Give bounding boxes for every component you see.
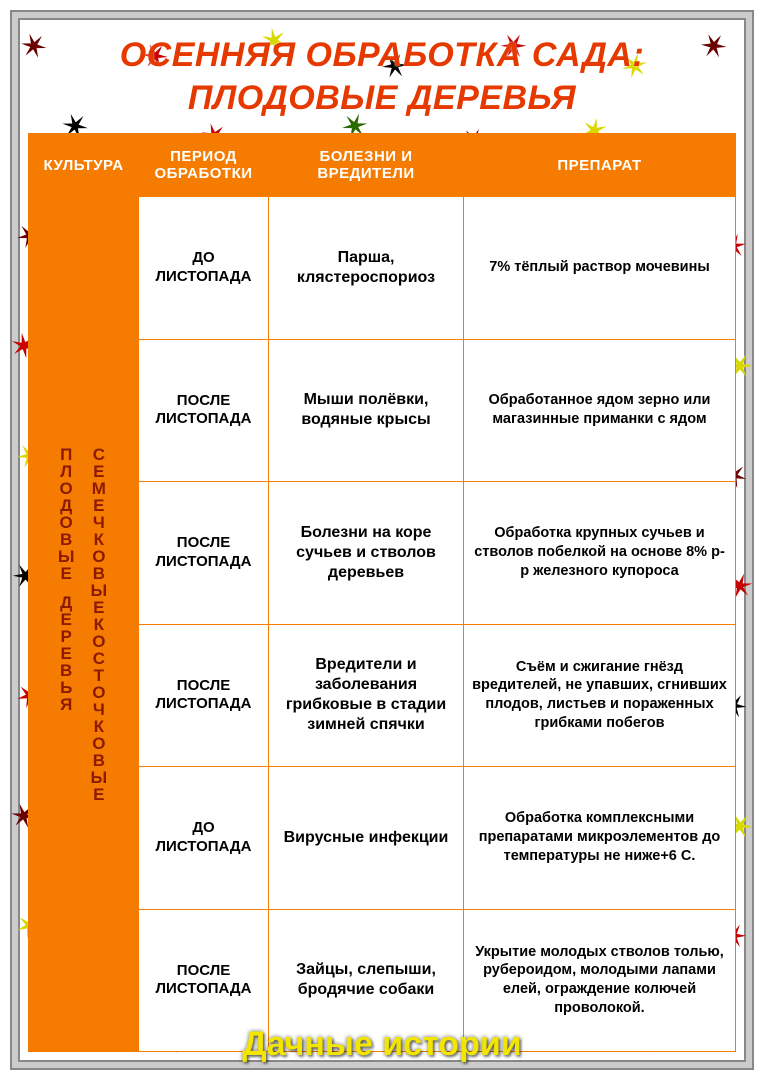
disease-cell: Болезни на коре сучьев и стволов деревье… (269, 482, 464, 625)
culture-sub1-vertical: СЕМЕЧКОВЫЕ (91, 446, 110, 616)
period-cell: ДО ЛИСТОПАДА (139, 197, 269, 340)
drug-cell: 7% тёплый раствор мочевины (464, 197, 736, 340)
period-cell: ДО ЛИСТОПАДА (139, 767, 269, 910)
content-area: ОСЕННЯЯ ОБРАБОТКА САДА: ПЛОДОВЫЕ ДЕРЕВЬЯ… (28, 28, 736, 1052)
drug-cell: Обработанное ядом зерно или магазинные п… (464, 339, 736, 482)
period-cell: ПОСЛЕ ЛИСТОПАДА (139, 482, 269, 625)
culture-group-cell: ПЛОДОВЫЕ ДЕРЕВЬЯ СЕМЕЧКОВЫЕКОСТОЧКОВЫЕ (29, 197, 139, 1052)
period-cell: ПОСЛЕ ЛИСТОПАДА (139, 909, 269, 1052)
page-title: ОСЕННЯЯ ОБРАБОТКА САДА: ПЛОДОВЫЕ ДЕРЕВЬЯ (28, 28, 736, 133)
drug-cell: Укрытие молодых стволов толью, рубероидо… (464, 909, 736, 1052)
disease-cell: Вирусные инфекции (269, 767, 464, 910)
period-cell: ПОСЛЕ ЛИСТОПАДА (139, 339, 269, 482)
treatment-table: КУЛЬТУРА ПЕРИОД ОБРАБОТКИ БОЛЕЗНИ И ВРЕД… (28, 133, 736, 1052)
period-cell: ПОСЛЕ ЛИСТОПАДА (139, 624, 269, 767)
col-header-culture: КУЛЬТУРА (29, 134, 139, 197)
table-row: ПЛОДОВЫЕ ДЕРЕВЬЯСЕМЕЧКОВЫЕКОСТОЧКОВЫЕДО … (29, 197, 736, 340)
drug-cell: Обработка комплексными препаратами микро… (464, 767, 736, 910)
col-header-disease: БОЛЕЗНИ И ВРЕДИТЕЛИ (269, 134, 464, 197)
col-header-period: ПЕРИОД ОБРАБОТКИ (139, 134, 269, 197)
disease-cell: Вредители и заболевания грибковые в стад… (269, 624, 464, 767)
culture-main-vertical: ПЛОДОВЫЕ ДЕРЕВЬЯ (58, 446, 77, 713)
table-body: ПЛОДОВЫЕ ДЕРЕВЬЯ СЕМЕЧКОВЫЕКОСТОЧКОВЫЕ ДО … (29, 197, 736, 1052)
drug-cell: Обработка крупных сучьев и стволов побел… (464, 482, 736, 625)
disease-cell: Мыши полёвки, водяные крысы (269, 339, 464, 482)
table-header-row: КУЛЬТУРА ПЕРИОД ОБРАБОТКИ БОЛЕЗНИ И ВРЕД… (29, 134, 736, 197)
disease-cell: Парша, клястероспориоз (269, 197, 464, 340)
disease-cell: Зайцы, слепыши, бродячие собаки (269, 909, 464, 1052)
culture-sub2-vertical: КОСТОЧКОВЫЕ (91, 616, 110, 803)
col-header-drug: ПРЕПАРАТ (464, 134, 736, 197)
drug-cell: Съём и сжигание гнёзд вредителей, не упа… (464, 624, 736, 767)
